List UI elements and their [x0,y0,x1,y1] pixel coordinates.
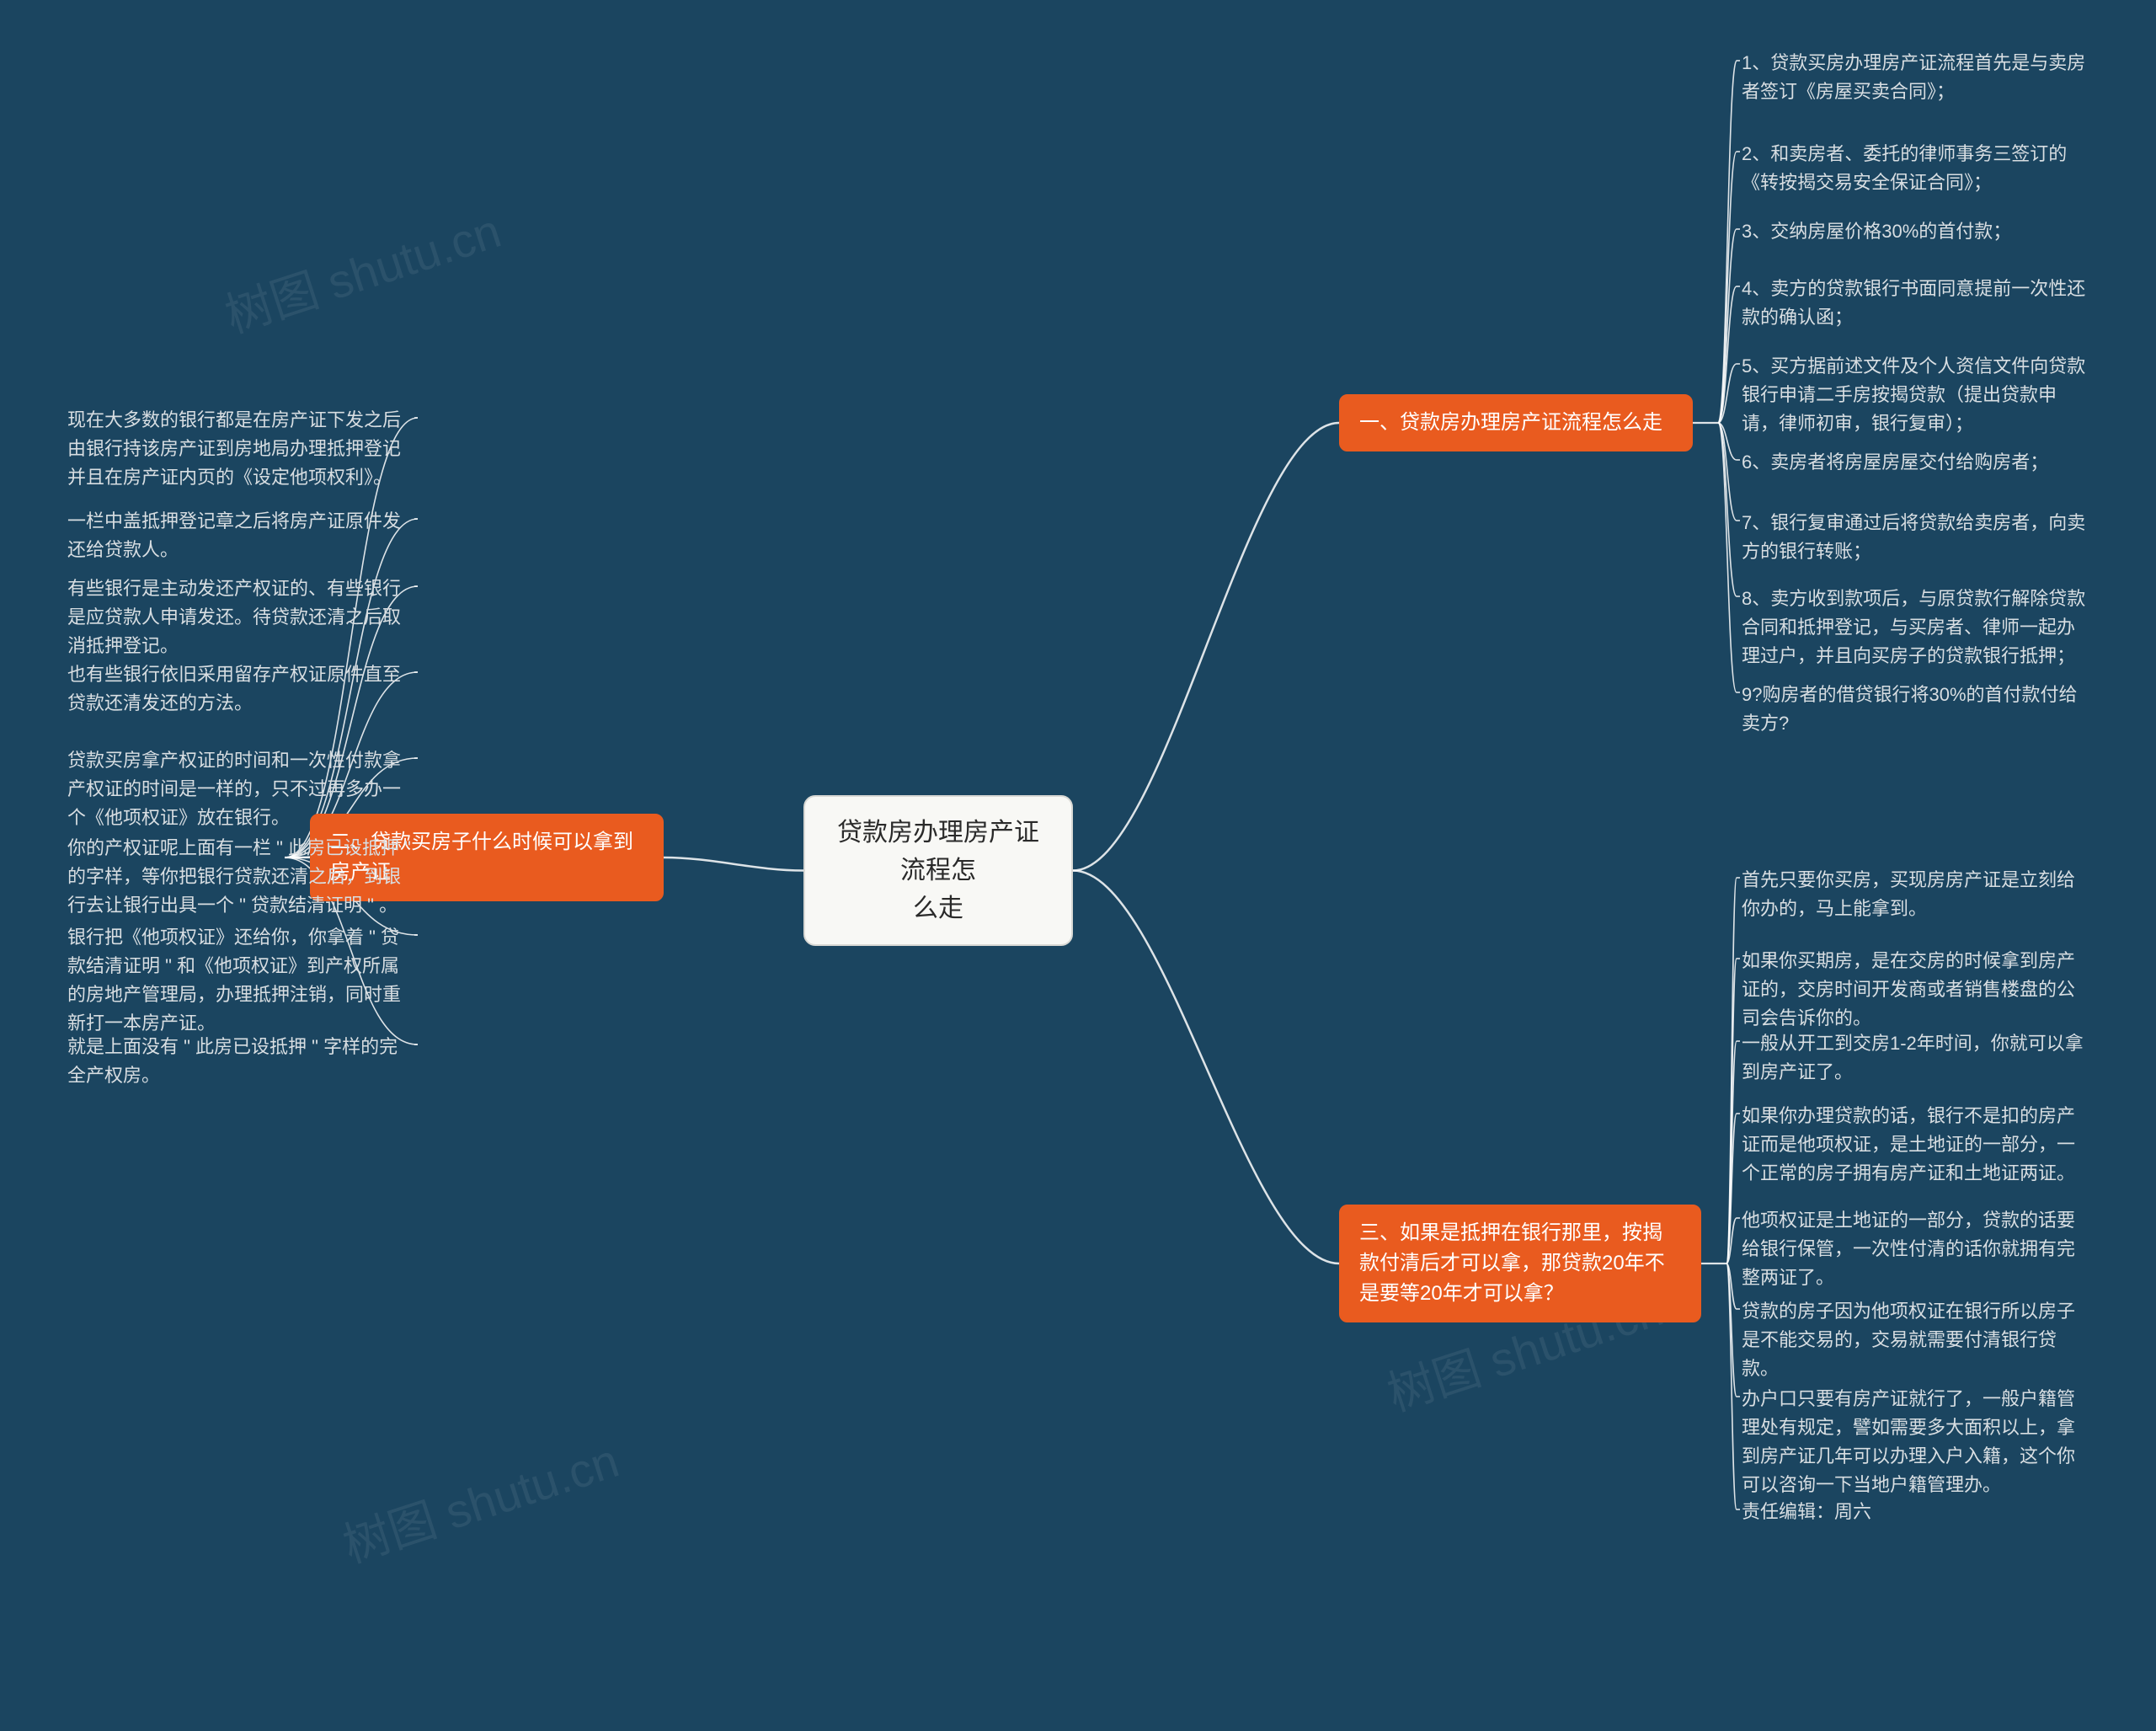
leaf-node: 8、卖方收到款项后，与原贷款行解除贷款合同和抵押登记，与买房者、律师一起办理过户… [1742,585,2087,670]
leaf-node: 现在大多数的银行都是在房产证下发之后由银行持该房产证到房地局办理抵押登记并且在房… [67,406,413,492]
leaf-node: 5、买方据前述文件及个人资信文件向贷款银行申请二手房按揭贷款（提出贷款申请，律师… [1742,352,2087,438]
leaf-node: 9?购房者的借贷银行将30%的首付款付给卖方? [1742,681,2087,738]
leaf-node: 也有些银行依旧采用留存产权证原件直至贷款还清发还的方法。 [67,660,413,718]
leaf-node: 1、贷款买房办理房产证流程首先是与卖房者签订《房屋买卖合同》； [1742,49,2087,106]
leaf-node: 7、银行复审通过后将贷款给卖房者，向卖方的银行转账； [1742,509,2087,566]
leaf-node: 一栏中盖抵押登记章之后将房产证原件发还给贷款人。 [67,507,413,564]
leaf-node: 3、交纳房屋价格30%的首付款； [1742,217,2087,246]
leaf-node: 如果你买期房，是在交房的时候拿到房产证的，交房时间开发商或者销售楼盘的公司会告诉… [1742,947,2087,1033]
leaf-node: 6、卖房者将房屋房屋交付给购房者； [1742,448,2087,477]
leaf-node: 就是上面没有 " 此房已设抵押 " 字样的完全产权房。 [67,1033,413,1090]
leaf-node: 你的产权证呢上面有一栏 " 此房已设抵押 " 的字样，等你把银行贷款还清之后，到… [67,834,413,920]
leaf-node: 办户口只要有房产证就行了，一般户籍管理处有规定，譬如需要多大面积以上，拿到房产证… [1742,1385,2087,1499]
leaf-node: 一般从开工到交房1-2年时间，你就可以拿到房产证了。 [1742,1029,2087,1087]
mindmap-canvas: { "colors": { "background": "#1b4560", "… [0,0,2156,1731]
center-node: 贷款房办理房产证流程怎么走 [803,795,1073,946]
leaf-node: 2、和卖房者、委托的律师事务三签订的《转按揭交易安全保证合同》； [1742,140,2087,197]
branch-node-1: 一、贷款房办理房产证流程怎么走 [1339,394,1693,451]
leaf-node: 首先只要你买房，买现房房产证是立刻给你办的，马上能拿到。 [1742,866,2087,923]
watermark-1: 树图 shutu.cn [216,194,509,347]
leaf-node: 4、卖方的贷款银行书面同意提前一次性还款的确认函； [1742,275,2087,332]
watermark-3: 树图 shutu.cn [334,1424,627,1577]
leaf-node: 银行把《他项权证》还给你，你拿着 " 贷款结清证明 " 和《他项权证》到产权所属… [67,923,413,1038]
leaf-node: 责任编辑：周六 [1742,1498,2087,1526]
leaf-node: 贷款的房子因为他项权证在银行所以房子是不能交易的，交易就需要付清银行贷款。 [1742,1297,2087,1383]
leaf-node: 他项权证是土地证的一部分，贷款的话要给银行保管，一次性付清的话你就拥有完整两证了… [1742,1206,2087,1292]
branch-node-3: 三、如果是抵押在银行那里，按揭款付清后才可以拿，那贷款20年不是要等20年才可以… [1339,1205,1701,1322]
leaf-node: 有些银行是主动发还产权证的、有些银行是应贷款人申请发还。待贷款还清之后取消抵押登… [67,574,413,660]
leaf-node: 如果你办理贷款的话，银行不是扣的房产证而是他项权证，是土地证的一部分，一个正常的… [1742,1102,2087,1188]
leaf-node: 贷款买房拿产权证的时间和一次性付款拿产权证的时间是一样的，只不过再多办一个《他项… [67,746,413,832]
